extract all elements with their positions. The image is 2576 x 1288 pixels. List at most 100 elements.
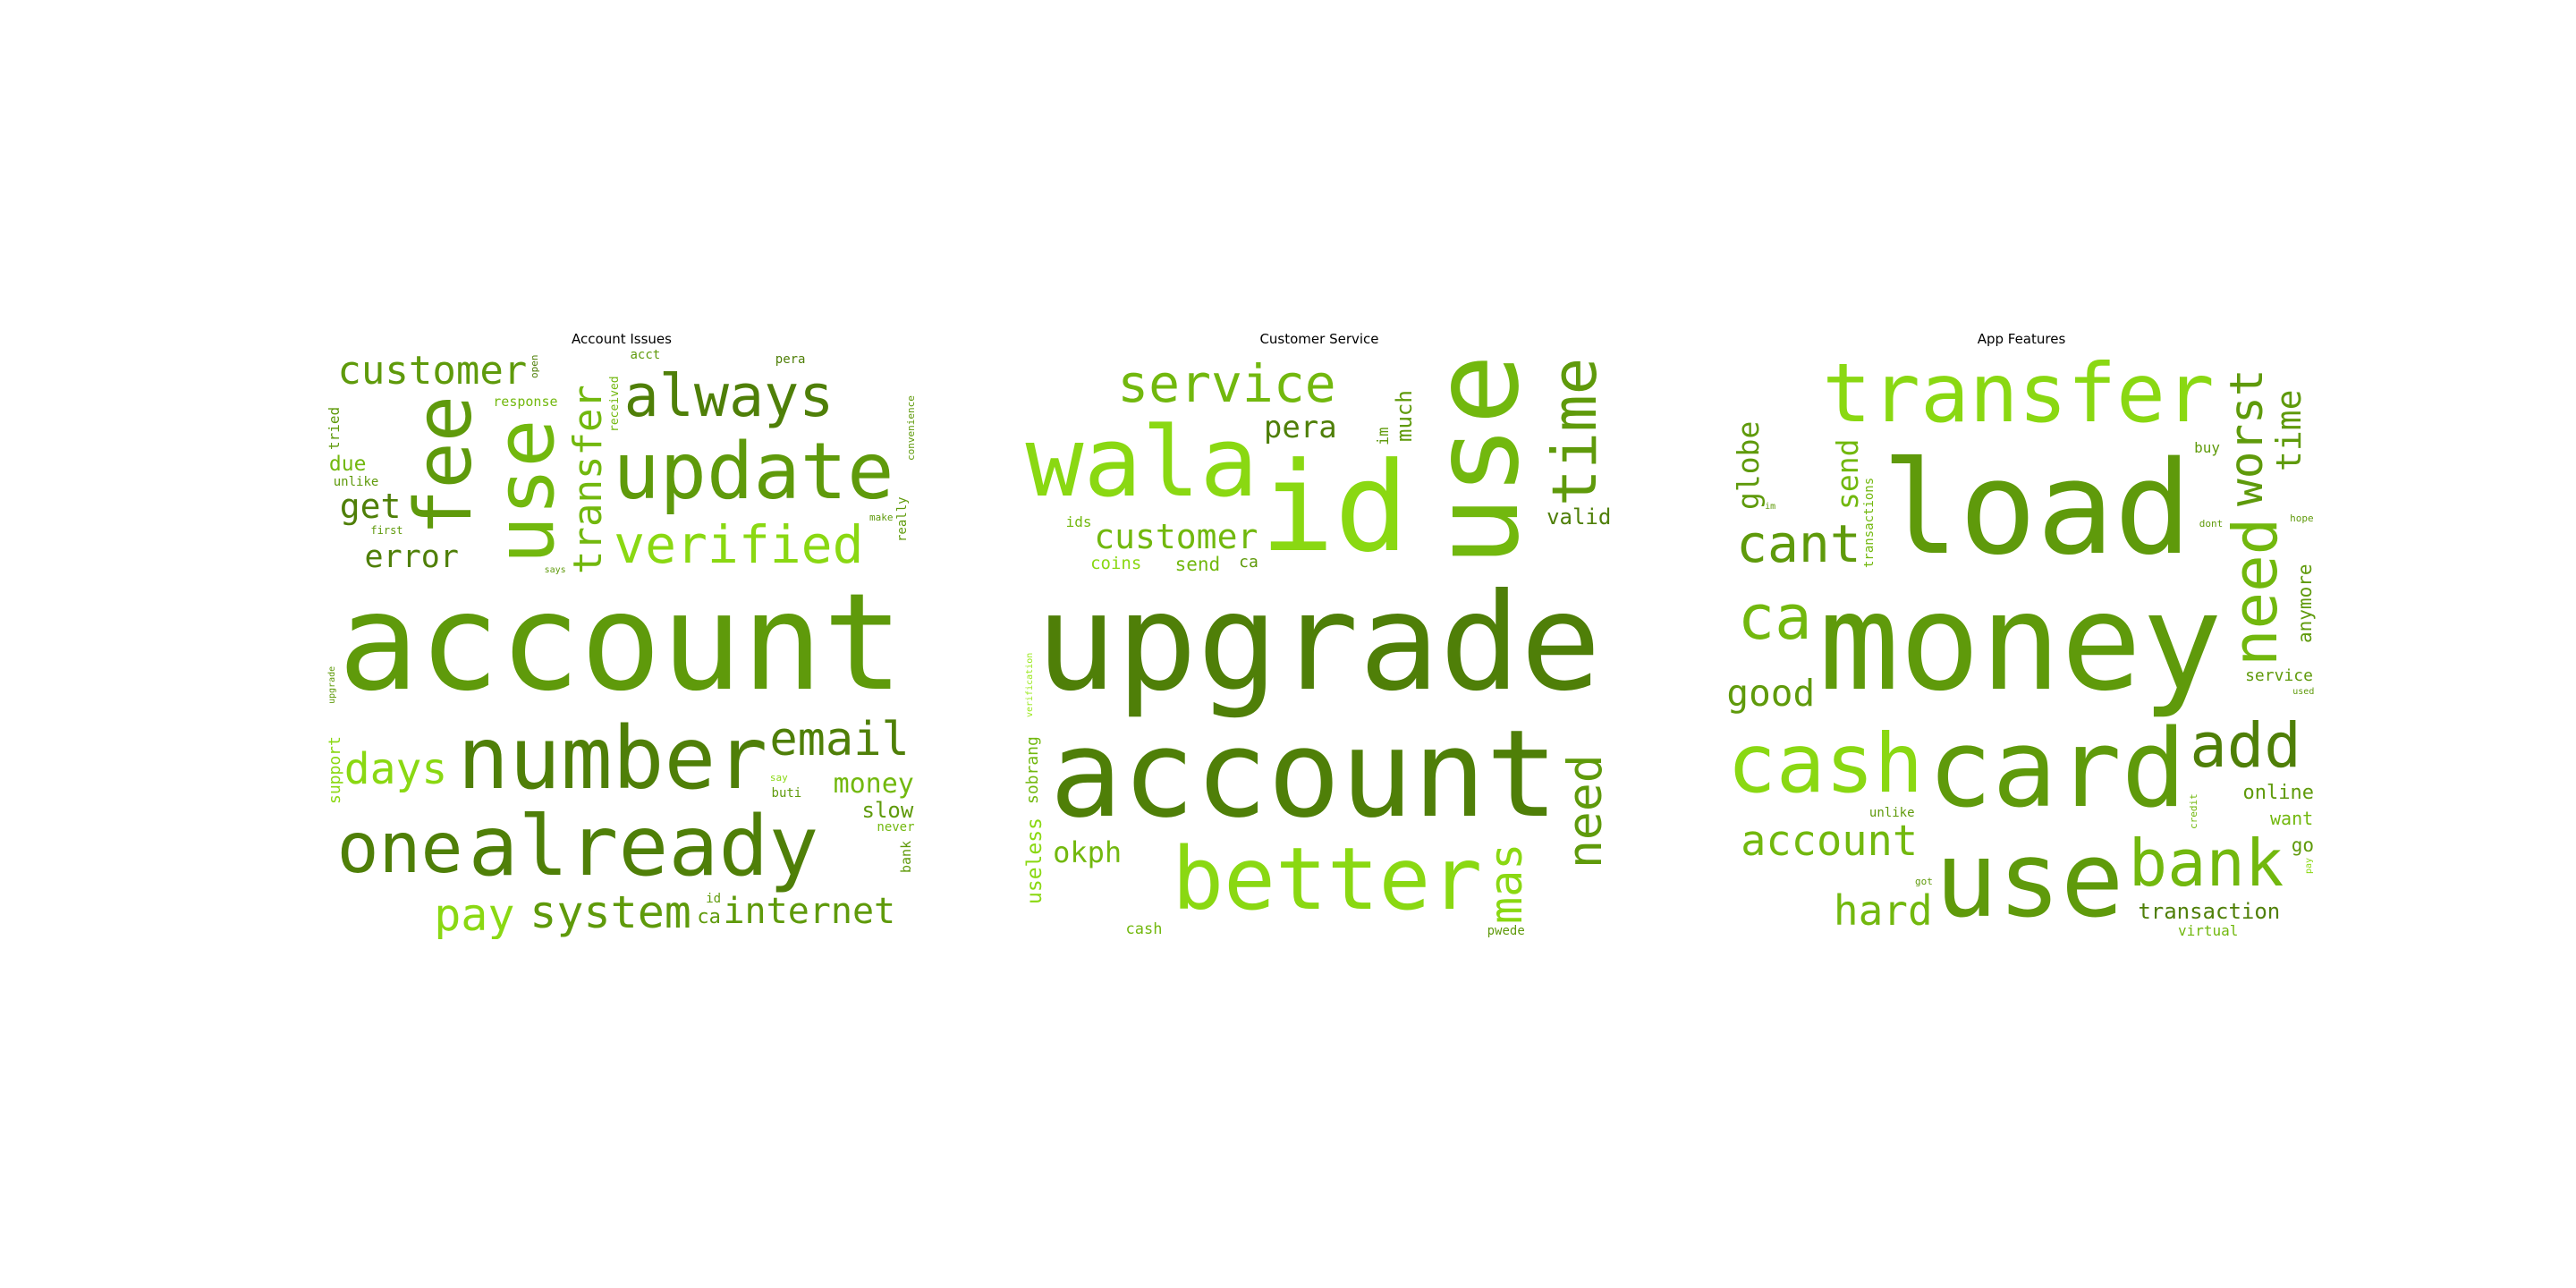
word-received: received xyxy=(607,376,622,433)
word-tried: tried xyxy=(326,407,343,451)
word-good: good xyxy=(1726,672,1816,716)
word-credit: credit xyxy=(2188,793,2200,830)
word-upgrade: upgrade xyxy=(327,665,338,704)
word-number: number xyxy=(457,708,768,809)
word-id: id xyxy=(706,892,722,907)
word-im: im xyxy=(1375,427,1394,445)
wordcloud-panel-app-features: App Features money load card use transfer cas… xyxy=(1726,331,2317,939)
wordcloud-panel-customer-service: Customer Service upgrade id account use bett… xyxy=(1024,331,1614,939)
word-cash: cash xyxy=(1727,717,1924,812)
word-time: time xyxy=(2269,389,2309,471)
word-need: need xyxy=(2219,517,2292,666)
word-okph: okph xyxy=(1053,835,1123,869)
word-verified: verified xyxy=(614,514,864,576)
word-days: days xyxy=(343,743,448,794)
word-internet: internet xyxy=(723,890,896,932)
word-customer: customer xyxy=(337,349,528,394)
word-update: update xyxy=(613,425,894,517)
wordcloud: account transfer number already verified use u… xyxy=(326,349,917,939)
word-ca: ca xyxy=(1239,553,1258,572)
word-response: response xyxy=(493,394,558,411)
word-unlike: unlike xyxy=(333,474,379,489)
word-first: first xyxy=(370,523,403,537)
word-pera: pera xyxy=(1263,410,1337,446)
word-upgrade: upgrade xyxy=(1035,564,1602,721)
word-go: go xyxy=(2291,835,2315,857)
word-never: never xyxy=(877,820,915,835)
word-add: add xyxy=(2190,710,2301,783)
word-id: id xyxy=(1259,435,1410,580)
word-wala: wala xyxy=(1025,407,1258,520)
word-card: card xyxy=(1928,707,2187,832)
word-buy: buy xyxy=(2194,439,2220,456)
word-pay: pay xyxy=(2304,858,2314,875)
chart-title: Customer Service xyxy=(1259,331,1379,347)
word-want: want xyxy=(2269,808,2314,830)
word-account: account xyxy=(1049,703,1559,844)
word-slow: slow xyxy=(861,797,914,823)
word-really: really xyxy=(895,496,911,542)
word-ca: ca xyxy=(1737,581,1812,654)
word-system: system xyxy=(530,886,691,939)
word-time: time xyxy=(1539,357,1612,506)
word-cant: cant xyxy=(1736,513,1861,575)
word-send: send xyxy=(1174,554,1221,576)
word-buti: buti xyxy=(771,786,802,801)
word-account: account xyxy=(337,564,904,721)
word-hard: hard xyxy=(1833,886,1933,935)
word-say: say xyxy=(769,771,788,784)
word-worst: worst xyxy=(2220,369,2274,507)
word-better: better xyxy=(1172,829,1483,930)
word-bank: bank xyxy=(898,840,915,873)
word-account: account xyxy=(1741,816,1919,866)
word-transfer: transfer xyxy=(565,385,612,575)
word-email: email xyxy=(769,712,910,767)
word-pwede: pwede xyxy=(1487,923,1525,938)
word-convenience: convenience xyxy=(905,395,917,462)
word-service: service xyxy=(2245,665,2313,685)
word-use: use xyxy=(1935,818,2124,939)
word-ca: ca xyxy=(697,905,721,928)
word-verification: verification xyxy=(1025,652,1036,718)
word-one: one xyxy=(336,809,463,890)
word-mas: mas xyxy=(1480,843,1533,925)
word-support: support xyxy=(326,736,344,805)
word-im: im xyxy=(1765,501,1776,512)
wordcloud: upgrade id account use better wala service cust… xyxy=(1024,349,1614,939)
word-open: open xyxy=(529,354,541,379)
word-hope: hope xyxy=(2290,512,2314,524)
word-use: use xyxy=(1408,353,1546,567)
word-error: error xyxy=(364,538,459,575)
word-globe: globe xyxy=(1730,420,1766,511)
chart-title: Account Issues xyxy=(572,331,672,347)
chart-title: App Features xyxy=(1977,331,2066,347)
word-fee: fee xyxy=(398,394,490,536)
word-anymore: anymore xyxy=(2293,564,2316,643)
wordcloud-panel-account-issues: Account Issues account transfer number alre… xyxy=(326,331,917,939)
word-bank: bank xyxy=(2128,826,2284,902)
word-pay: pay xyxy=(434,889,515,939)
word-get: get xyxy=(339,487,402,527)
word-make: make xyxy=(869,511,894,523)
word-virtual: virtual xyxy=(2177,921,2239,939)
word-coins: coins xyxy=(1090,554,1142,574)
word-already: already xyxy=(468,797,819,894)
word-cash: cash xyxy=(1125,920,1163,939)
word-use: use xyxy=(478,419,572,565)
word-much: much xyxy=(1392,390,1418,443)
wordcloud: money load card use transfer cash account bank c… xyxy=(1726,349,2317,939)
word-useless: useless xyxy=(1024,818,1046,905)
word-dont: dont xyxy=(2199,517,2224,530)
word-money: money xyxy=(1818,564,2223,721)
word-need: need xyxy=(1558,754,1614,869)
word-ids: ids xyxy=(1065,513,1092,531)
word-load: load xyxy=(1881,432,2192,583)
word-money: money xyxy=(833,768,914,801)
word-got: got xyxy=(1915,876,1933,888)
word-transactions: transactions xyxy=(1862,478,1877,569)
word-used: used xyxy=(2292,687,2315,698)
word-pera: pera xyxy=(775,352,806,368)
word-online: online xyxy=(2242,781,2314,804)
word-transaction: transaction xyxy=(2138,899,2281,924)
word-transfer: transfer xyxy=(1822,349,2215,442)
